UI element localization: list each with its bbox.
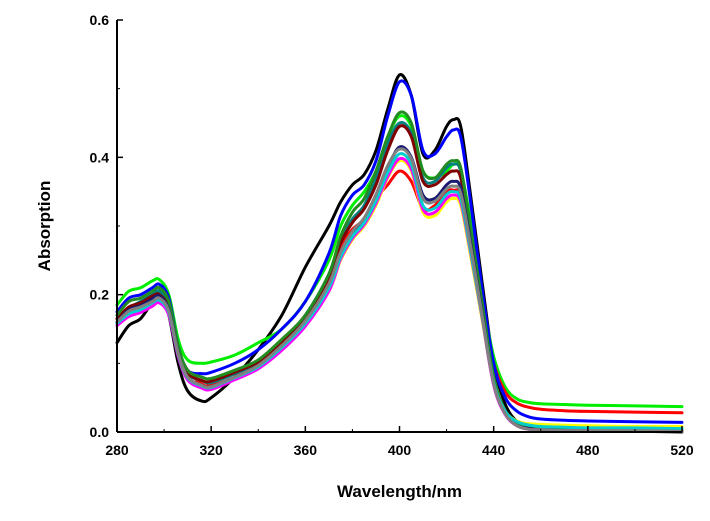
- series-line-11: [115, 152, 684, 431]
- x-ticks: 280 320 360 400 440 480 520: [105, 426, 694, 458]
- series-line-12: [115, 147, 684, 433]
- series-line-7: [115, 110, 684, 433]
- x-tick-label: 440: [482, 442, 506, 458]
- x-tick-label: 520: [670, 442, 694, 458]
- x-tick-label: 480: [576, 442, 600, 458]
- y-tick-label: 0.4: [90, 149, 110, 165]
- y-axis-title: Absorption: [35, 181, 54, 272]
- x-tick-label: 400: [388, 442, 412, 458]
- axes: 280 320 360 400 440 480 520 0.0 0.2 0.4 0.6: [90, 12, 694, 458]
- series-lines: [115, 73, 684, 434]
- x-axis-title: Wavelength/nm: [337, 482, 462, 501]
- x-tick-label: 320: [199, 442, 223, 458]
- series-line-10: [115, 156, 684, 433]
- y-tick-label: 0.0: [90, 424, 110, 440]
- series-line-4: [115, 79, 684, 424]
- x-tick-label: 280: [105, 442, 129, 458]
- y-tick-label: 0.6: [90, 12, 110, 28]
- y-ticks: 0.0 0.2 0.4 0.6: [90, 12, 123, 440]
- y-tick-label: 0.2: [90, 287, 110, 303]
- x-tick-label: 360: [294, 442, 318, 458]
